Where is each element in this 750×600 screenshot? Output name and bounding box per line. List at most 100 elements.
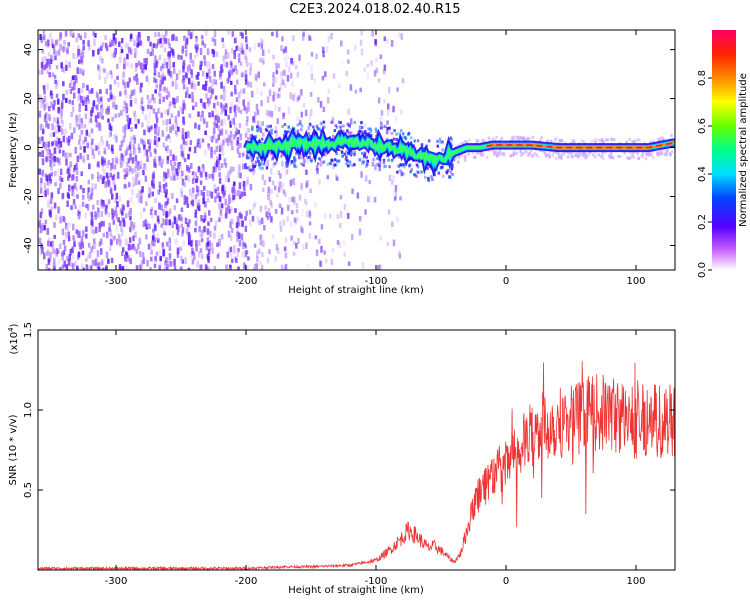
speckle — [113, 164, 117, 170]
speckle — [57, 187, 60, 195]
speckle — [76, 254, 80, 260]
speckle — [249, 82, 253, 88]
speckle — [265, 109, 269, 116]
y-tick-label: 0 — [23, 144, 34, 150]
speckle — [218, 153, 222, 161]
speckle — [130, 127, 133, 132]
speckle — [604, 138, 608, 142]
speckle — [244, 163, 247, 170]
speckle — [77, 33, 81, 38]
speckle — [188, 64, 191, 70]
speckle — [138, 32, 141, 38]
speckle — [63, 46, 67, 52]
speckle — [291, 210, 294, 215]
speckle — [47, 52, 51, 57]
speckle — [151, 240, 154, 246]
speckle — [260, 42, 264, 48]
speckle — [481, 138, 484, 142]
speckle — [287, 65, 291, 73]
speckle — [257, 42, 261, 47]
speckle — [430, 175, 433, 179]
speckle — [111, 215, 115, 220]
speckle — [221, 42, 225, 49]
speckle — [402, 163, 405, 167]
speckle — [451, 172, 454, 176]
speckle — [558, 141, 561, 145]
speckle — [151, 43, 154, 51]
speckle — [211, 37, 214, 42]
speckle — [108, 181, 111, 188]
speckle — [55, 140, 58, 147]
speckle — [185, 86, 189, 94]
speckle — [124, 150, 127, 157]
speckle — [123, 254, 127, 260]
speckle — [62, 46, 65, 53]
speckle — [126, 161, 129, 168]
speckle — [213, 75, 217, 82]
speckle — [40, 61, 44, 69]
x-tick-label: 0 — [503, 576, 509, 587]
speckle — [660, 149, 664, 153]
speckle — [194, 227, 197, 233]
speckle — [272, 91, 276, 97]
speckle — [77, 251, 81, 258]
speckle — [461, 142, 464, 146]
speckle — [267, 192, 270, 198]
speckle — [166, 109, 170, 116]
speckle — [219, 120, 222, 126]
speckle — [172, 68, 176, 74]
speckle — [74, 147, 77, 154]
speckle — [84, 212, 87, 219]
speckle — [63, 39, 66, 45]
speckle — [47, 267, 51, 270]
speckle — [201, 269, 204, 270]
speckle — [581, 139, 585, 143]
speckle — [387, 86, 391, 94]
speckle — [96, 93, 100, 98]
speckle — [481, 154, 484, 158]
speckle — [631, 150, 634, 154]
y-tick-label: 1.5 — [23, 322, 34, 338]
speckle — [346, 164, 350, 168]
speckle — [219, 209, 223, 216]
speckle — [153, 97, 156, 104]
speckle — [250, 128, 254, 132]
speckle — [66, 49, 69, 55]
speckle — [101, 107, 104, 113]
speckle — [111, 212, 115, 218]
speckle — [202, 102, 205, 108]
speckle — [142, 257, 145, 264]
speckle — [187, 154, 190, 160]
speckle — [87, 99, 91, 104]
speckle — [181, 108, 184, 114]
speckle — [66, 255, 69, 261]
speckle — [56, 141, 60, 148]
speckle — [297, 152, 301, 160]
speckle — [72, 83, 75, 91]
speckle — [242, 99, 245, 106]
speckle — [342, 124, 345, 128]
speckle — [285, 162, 288, 166]
speckle — [109, 84, 112, 91]
speckle — [209, 190, 212, 197]
speckle — [98, 227, 101, 233]
speckle — [180, 55, 183, 60]
speckle — [239, 61, 243, 66]
speckle — [360, 130, 364, 134]
speckle — [245, 250, 249, 255]
speckle — [491, 148, 495, 152]
speckle — [251, 165, 255, 172]
speckle — [241, 49, 245, 55]
speckle — [336, 240, 340, 245]
speckle — [165, 136, 168, 142]
speckle — [128, 117, 132, 125]
speckle — [205, 243, 208, 251]
speckle — [110, 193, 114, 200]
speckle — [161, 63, 165, 69]
speckle — [628, 137, 632, 141]
speckle — [479, 153, 483, 157]
speckle — [173, 102, 176, 109]
speckle — [670, 150, 674, 154]
speckle — [396, 170, 399, 174]
speckle — [187, 267, 191, 270]
